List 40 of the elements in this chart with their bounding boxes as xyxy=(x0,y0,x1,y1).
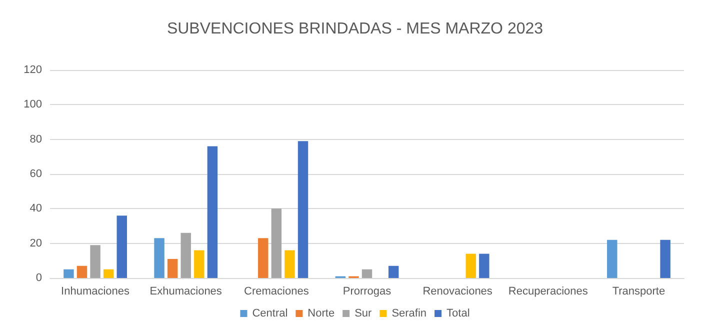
bar xyxy=(180,232,191,278)
bar xyxy=(660,240,670,278)
bar xyxy=(388,266,399,278)
bar xyxy=(607,240,618,278)
x-tick-label: Prorrogas xyxy=(342,286,392,298)
y-tick-label: 0 xyxy=(36,272,42,284)
bar xyxy=(298,141,308,278)
y-tick-label: 120 xyxy=(24,64,42,76)
bar xyxy=(64,269,74,278)
x-tick-label: Exhumaciones xyxy=(150,286,222,298)
x-tick-label: Inhumaciones xyxy=(61,286,130,298)
bar xyxy=(154,238,164,278)
bar xyxy=(103,269,114,278)
legend-label: Sur xyxy=(354,308,372,320)
y-tick-label: 60 xyxy=(30,168,42,180)
bar xyxy=(207,146,218,278)
bar xyxy=(76,266,88,278)
x-tick-label: Renovaciones xyxy=(422,286,493,298)
bar xyxy=(284,250,295,278)
y-tick-label: 20 xyxy=(30,237,42,250)
bar xyxy=(362,269,372,278)
x-tick-label: Recuperaciones xyxy=(508,286,588,298)
legend-label: Central xyxy=(252,308,288,320)
x-tick-label: Transporte xyxy=(612,286,666,298)
bar xyxy=(466,254,476,278)
bar xyxy=(116,216,127,278)
bar xyxy=(194,250,204,278)
bar xyxy=(258,238,268,278)
bar xyxy=(90,245,100,278)
legend-label: Total xyxy=(446,308,470,320)
bar xyxy=(479,254,490,278)
y-tick-label: 40 xyxy=(30,202,42,215)
bar xyxy=(167,258,178,278)
legend-label: Norte xyxy=(308,308,335,320)
legend-label: Serafin xyxy=(392,308,427,320)
y-tick-label: 80 xyxy=(30,133,42,146)
bar xyxy=(271,208,282,278)
chart-title: SUBVENCIONES BRINDADAS - MES MARZO 2023 xyxy=(166,20,544,38)
y-tick-label: 100 xyxy=(24,98,42,111)
x-tick-label: Cremaciones xyxy=(244,286,310,298)
